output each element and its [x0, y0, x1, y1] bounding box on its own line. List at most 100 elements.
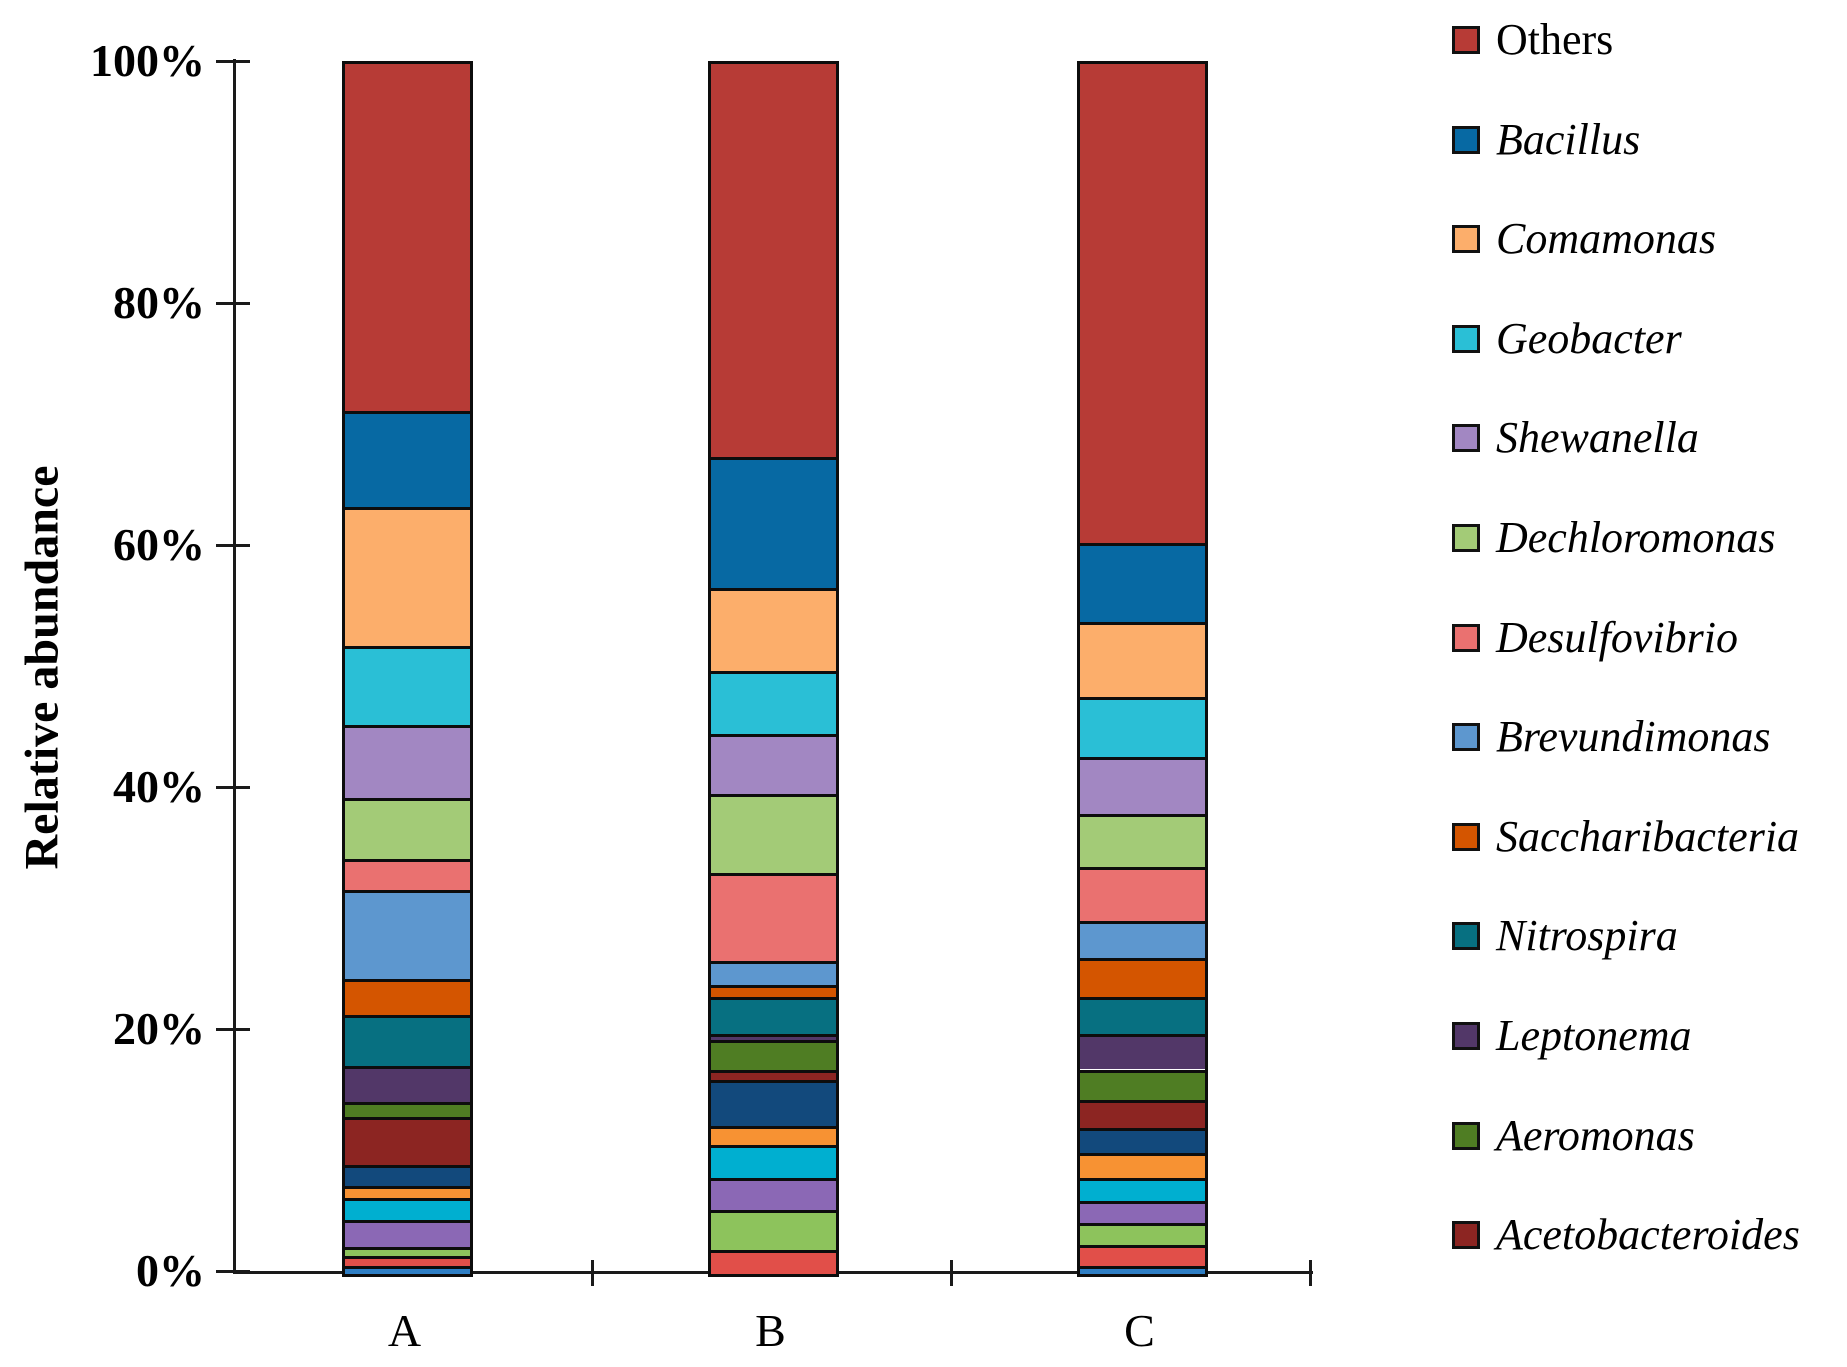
legend-swatch-Others: [1452, 26, 1480, 54]
bar-segment-Dechloromonas: [711, 793, 836, 874]
legend-swatch-Geobacter: [1452, 324, 1480, 353]
bar-segment-Desulfovibrio: [711, 873, 836, 961]
legend-label: Desulfovibrio: [1496, 612, 1738, 662]
bar-segment-Comamonas: [711, 587, 836, 672]
bar-segment-Comamonas: [345, 506, 470, 646]
legend-swatch-Brevundimonas: [1452, 723, 1480, 752]
bar-segment-Aeromonas: [1080, 1069, 1205, 1100]
legend-item-Bacillus: Bacillus: [1452, 114, 1641, 164]
y-tick-mark: [216, 1269, 250, 1273]
bar-segment-Desulfovibrio: [1080, 867, 1205, 921]
legend-item-Desulfovibrio: Desulfovibrio: [1452, 612, 1738, 662]
bar-segment-Shewanella: [1080, 757, 1205, 815]
legend-swatch-Acetobacteroides: [1452, 1221, 1480, 1250]
bar-segment-Others: [711, 64, 836, 458]
bar-segment-unlabeled-cyan: [1080, 1178, 1205, 1202]
y-tick-label: 20%: [113, 1003, 205, 1054]
bar-segment-Leptonema: [345, 1065, 470, 1103]
bar-segment-Dechloromonas: [1080, 814, 1205, 868]
bar-segment-unlabeled-green: [711, 1209, 836, 1250]
bar-segment-unlabeled-red: [1080, 1244, 1205, 1266]
bar-segment-Bacillus: [711, 457, 836, 588]
y-tick-label: 40%: [113, 761, 205, 812]
y-tick-label: 80%: [113, 277, 205, 328]
bar-segment-Brevundimonas: [345, 890, 470, 979]
legend-swatch-Saccharibacteria: [1452, 822, 1480, 851]
legend-label: Comamonas: [1496, 214, 1717, 264]
y-tick-label: 0%: [136, 1245, 205, 1296]
legend-label: Brevundimonas: [1496, 712, 1771, 762]
legend-label: Bacillus: [1496, 114, 1641, 164]
x-category-label-A: A: [387, 1305, 422, 1356]
legend-swatch-Comamonas: [1452, 225, 1480, 254]
legend-label: Aeromonas: [1496, 1110, 1695, 1160]
x-category-label-B: B: [755, 1305, 786, 1356]
x-tick-mark: [1308, 1260, 1312, 1286]
bar-segment-unlabeled-orange: [345, 1185, 470, 1198]
legend-label: Others: [1496, 15, 1614, 64]
x-tick-mark: [590, 1260, 594, 1286]
bar-segment-Shewanella: [711, 734, 836, 794]
legend-label: Acetobacteroides: [1496, 1210, 1800, 1260]
legend-item-Others: Others: [1452, 18, 1613, 62]
bar-segment-Geobacter: [711, 671, 836, 735]
legend-swatch-Shewanella: [1452, 424, 1480, 453]
legend-swatch-Nitrospira: [1452, 922, 1480, 951]
y-tick-label: 60%: [113, 519, 205, 570]
bar-segment-Saccharibacteria: [345, 978, 470, 1016]
y-axis-title: Relative abundance: [15, 465, 69, 870]
legend-item-Shewanella: Shewanella: [1452, 416, 1699, 460]
y-tick-mark: [216, 301, 250, 305]
bar-segment-unlabeled-orange: [1080, 1153, 1205, 1179]
bar-segment-Acetobacteroides: [345, 1116, 470, 1166]
bar-segment-unlabeled-blue: [1080, 1265, 1205, 1274]
bar-segment-Aeromonas: [711, 1040, 836, 1070]
legend-label: Dechloromonas: [1496, 513, 1776, 562]
y-tick-mark: [216, 1027, 250, 1031]
x-tick-mark: [949, 1260, 953, 1286]
legend-swatch-Desulfovibrio: [1452, 623, 1480, 652]
bar-segment-Brevundimonas: [1080, 920, 1205, 959]
bar-segment-unlabeled-blue: [345, 1265, 470, 1274]
legend-item-Saccharibacteria: Saccharibacteria: [1452, 814, 1799, 859]
bar-segment-unlabeled-cyan: [345, 1197, 470, 1220]
bar-segment-Geobacter: [345, 646, 470, 725]
y-tick-label: 100%: [90, 35, 205, 86]
bar-segment-Nitrospira: [711, 996, 836, 1035]
legend-label: Nitrospira: [1496, 911, 1678, 961]
bar-stack-C: [1077, 61, 1208, 1277]
y-tick-mark: [216, 785, 250, 789]
bar-segment-Saccharibacteria: [711, 984, 836, 997]
legend-swatch-Leptonema: [1452, 1022, 1480, 1050]
legend-item-Nitrospira: Nitrospira: [1452, 914, 1678, 958]
bar-segment-unlabeled-navy: [711, 1080, 836, 1127]
y-tick-mark: [216, 543, 250, 547]
bar-segment-Leptonema: [1080, 1034, 1205, 1070]
legend-label: Geobacter: [1496, 313, 1682, 363]
legend-item-Geobacter: Geobacter: [1452, 313, 1682, 363]
legend-item-Aeromonas: Aeromonas: [1452, 1110, 1695, 1160]
bar-segment-unlabeled-green: [345, 1247, 470, 1256]
bar-segment-Others: [1080, 64, 1205, 544]
legend-item-Brevundimonas: Brevundimonas: [1452, 715, 1771, 759]
bar-segment-Others: [345, 64, 470, 412]
bar-stack-B: [708, 61, 839, 1277]
bar-segment-Dechloromonas: [345, 798, 470, 859]
legend-item-Comamonas: Comamonas: [1452, 217, 1716, 261]
legend-label: Leptonema: [1496, 1011, 1692, 1060]
bar-segment-Desulfovibrio: [345, 858, 470, 891]
bar-segment-Nitrospira: [345, 1015, 470, 1066]
bar-segment-unlabeled-purple: [711, 1178, 836, 1210]
bar-segment-Aeromonas: [345, 1102, 470, 1117]
bar-segment-Acetobacteroides: [1080, 1099, 1205, 1128]
bar-segment-unlabeled-orange: [711, 1126, 836, 1145]
bar-segment-Shewanella: [345, 724, 470, 799]
bar-segment-unlabeled-cyan: [711, 1144, 836, 1179]
bar-segment-unlabeled-navy: [345, 1165, 470, 1186]
legend-item-Dechloromonas: Dechloromonas: [1452, 516, 1775, 560]
bar-segment-Comamonas: [1080, 621, 1205, 697]
y-axis-line: [233, 59, 236, 1274]
bar-segment-Leptonema: [711, 1034, 836, 1041]
bar-segment-unlabeled-red: [345, 1255, 470, 1266]
bar-segment-unlabeled-purple: [1080, 1201, 1205, 1224]
